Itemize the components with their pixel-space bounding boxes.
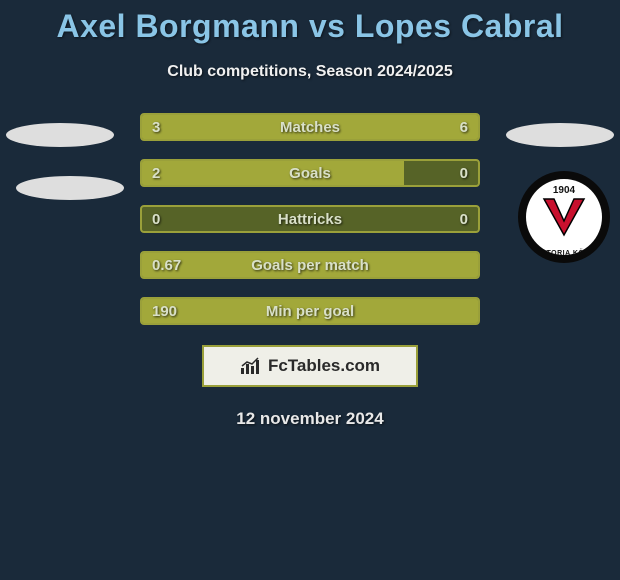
bar-label: Goals per match <box>142 253 478 277</box>
subtitle: Club competitions, Season 2024/2025 <box>0 63 620 81</box>
bar-value-left: 3 <box>152 115 160 139</box>
bar-value-right: 6 <box>460 115 468 139</box>
brand-box: FcTables.com <box>202 345 418 387</box>
comparison-chart: 1904 VIKTORIA KÖLN Matches36Goals20Hattr… <box>0 113 620 325</box>
bar-value-right: 0 <box>460 161 468 185</box>
badge-year: 1904 <box>553 185 575 196</box>
bar-label: Min per goal <box>142 299 478 323</box>
bars-container: Matches36Goals20Hattricks00Goals per mat… <box>140 113 480 325</box>
bar-value-left: 0 <box>152 207 160 231</box>
bar-row: Hattricks0 0 <box>140 205 480 233</box>
date-text: 12 november 2024 <box>0 409 620 429</box>
page-title: Axel Borgmann vs Lopes Cabral <box>0 0 620 45</box>
bar-label: Matches <box>142 115 478 139</box>
brand-text: FcTables.com <box>268 356 380 376</box>
bar-row: Min per goal190 <box>140 297 480 325</box>
player1-club-placeholder <box>16 176 124 200</box>
bar-label: Goals <box>142 161 478 185</box>
bar-value-left: 0.67 <box>152 253 181 277</box>
bar-value-right: 0 <box>460 207 468 231</box>
brand-chart-icon <box>240 357 262 375</box>
bar-label: Hattricks <box>142 207 478 231</box>
player2-club-badge: 1904 VIKTORIA KÖLN <box>518 171 610 263</box>
bar-value-left: 190 <box>152 299 177 323</box>
bar-row: Goals2 0 <box>140 159 480 187</box>
badge-v-icon <box>542 197 586 237</box>
player1-avatar-placeholder <box>6 123 114 147</box>
badge-club-name: VIKTORIA KÖLN <box>526 250 602 255</box>
bar-row: Goals per match0.67 <box>140 251 480 279</box>
bar-value-left: 2 <box>152 161 160 185</box>
player2-avatar-placeholder <box>506 123 614 147</box>
bar-row: Matches3 6 <box>140 113 480 141</box>
